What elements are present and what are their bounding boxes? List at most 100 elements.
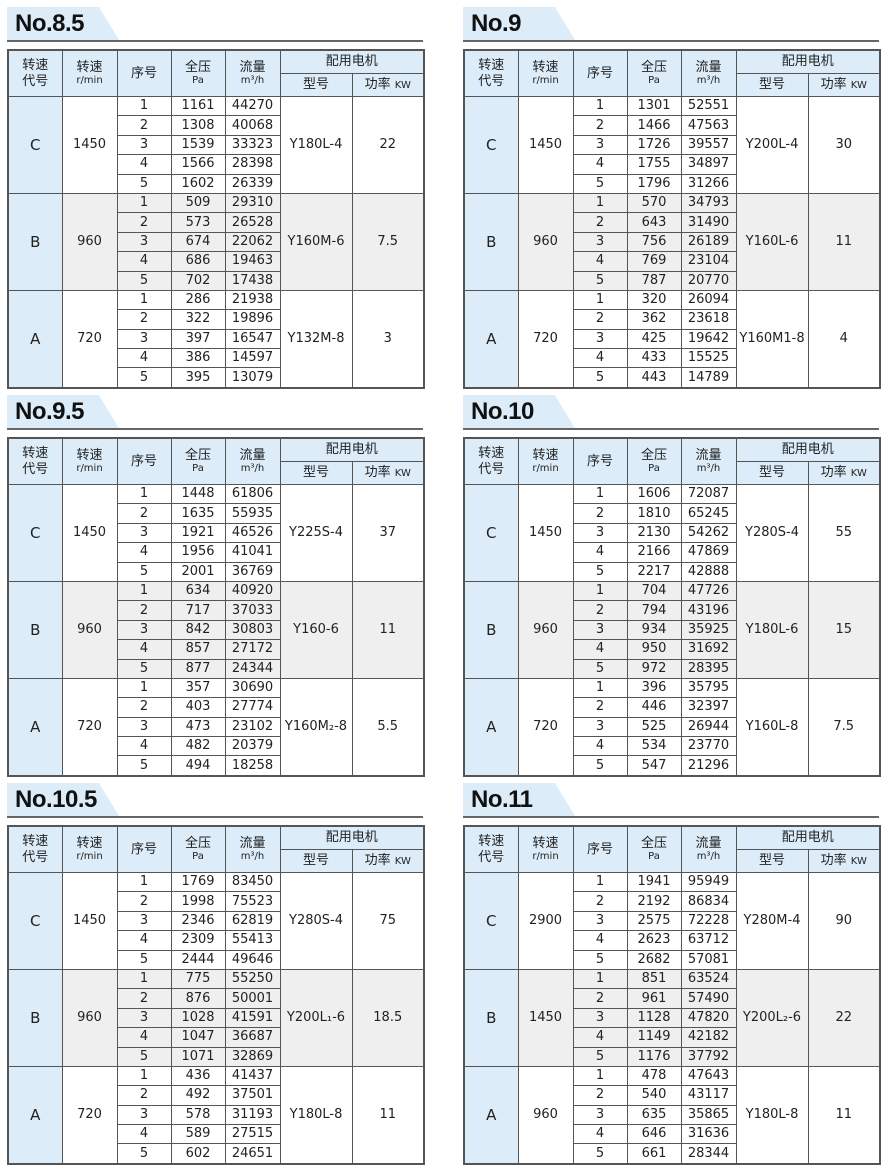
speed-cell: 720 bbox=[61, 1065, 118, 1165]
pressure-cell: 589 bbox=[170, 1124, 226, 1145]
header-row: 转速代号 转速 r/min 序号 全压 Pa 流量 m³/h 配用电机 bbox=[463, 437, 881, 485]
flow-cell: 31692 bbox=[680, 639, 737, 660]
seq-cell: 4 bbox=[116, 1027, 172, 1048]
speed-cell: 720 bbox=[61, 677, 118, 777]
header-model: 型号 bbox=[735, 73, 809, 97]
table-row: 4 589 27515 bbox=[8, 1124, 424, 1145]
motor-model-cell: Y180L-4 bbox=[279, 96, 353, 194]
pressure-cell: 2309 bbox=[170, 930, 226, 951]
seq-cell: 2 bbox=[116, 115, 172, 136]
header-row: 转速代号 转速 r/min 序号 全压 Pa 流量 m³/h 配用电机 bbox=[463, 49, 881, 97]
header-seq: 序号 bbox=[572, 49, 628, 97]
seq-cell: 4 bbox=[572, 348, 628, 369]
table-row: 2 876 50001 bbox=[8, 988, 424, 1009]
flow-cell: 28344 bbox=[680, 1143, 737, 1165]
seq-cell: 4 bbox=[116, 154, 172, 175]
seq-cell: 4 bbox=[572, 639, 628, 660]
header-motor: 配用电机 bbox=[735, 437, 881, 462]
pressure-cell: 2346 bbox=[170, 910, 226, 932]
seq-cell: 1 bbox=[572, 192, 628, 214]
flow-cell: 27774 bbox=[224, 697, 281, 718]
header-power: 功率 KW bbox=[351, 461, 425, 485]
table-row: B 960 1 634 40920 Y160-6 11 bbox=[7, 580, 425, 679]
flow-cell: 24651 bbox=[224, 1143, 281, 1165]
header-row: 转速代号 转速 r/min 序号 全压 Pa 流量 m³/h 配用电机 bbox=[7, 437, 425, 485]
seq-cell: 1 bbox=[572, 677, 628, 699]
seq-cell: 3 bbox=[572, 910, 628, 932]
motor-power-cell: 7.5 bbox=[351, 192, 425, 291]
speed-code-cell: C bbox=[463, 872, 519, 970]
flow-cell: 31636 bbox=[680, 1124, 737, 1145]
header-seq: 序号 bbox=[572, 825, 628, 873]
motor-power-cell: 75 bbox=[351, 872, 425, 970]
speed-code-cell: A bbox=[463, 1065, 519, 1165]
pressure-cell: 1606 bbox=[626, 483, 682, 505]
flow-cell: 35865 bbox=[680, 1104, 737, 1126]
seq-cell: 3 bbox=[572, 716, 628, 738]
performance-panel: No.8.5 转速代号 转速 r/min 序号 全压 Pa 流量 m³/h 配用电机 … bbox=[7, 0, 426, 389]
flow-cell: 20379 bbox=[224, 736, 281, 757]
seq-cell: 5 bbox=[116, 270, 172, 291]
pressure-cell: 2217 bbox=[626, 561, 682, 582]
table-row: 4 1956 41041 bbox=[8, 542, 424, 563]
pressure-cell: 2001 bbox=[170, 561, 226, 582]
header-seq: 序号 bbox=[116, 825, 172, 873]
performance-table: 转速代号 转速 r/min 序号 全压 Pa 流量 m³/h 配用电机 型号 功率 K… bbox=[7, 825, 426, 1165]
seq-cell: 5 bbox=[572, 270, 628, 291]
header-row: 型号 功率 KW bbox=[8, 73, 425, 97]
title-tab-bg bbox=[463, 783, 575, 816]
motor-model-cell: Y180L-8 bbox=[735, 1065, 809, 1165]
flow-cell: 26094 bbox=[680, 289, 737, 311]
speed-code-cell: B bbox=[7, 580, 63, 679]
table-row: 2 573 26528 bbox=[8, 212, 424, 233]
divider bbox=[7, 40, 423, 42]
seq-cell: 3 bbox=[572, 134, 628, 156]
pressure-cell: 1176 bbox=[626, 1046, 682, 1067]
flow-cell: 16547 bbox=[224, 328, 281, 350]
flow-cell: 26528 bbox=[224, 212, 281, 233]
pressure-cell: 769 bbox=[626, 251, 682, 272]
flow-cell: 15525 bbox=[680, 348, 737, 369]
speed-cell: 960 bbox=[61, 580, 118, 679]
table-row: 2 403 27774 bbox=[8, 697, 424, 718]
speed-cell: 1450 bbox=[517, 96, 574, 194]
motor-power-cell: 90 bbox=[807, 872, 881, 970]
flow-cell: 35795 bbox=[680, 677, 737, 699]
flow-cell: 47869 bbox=[680, 542, 737, 563]
seq-cell: 4 bbox=[572, 251, 628, 272]
flow-cell: 42182 bbox=[680, 1027, 737, 1048]
header-speed: 转速 r/min bbox=[517, 825, 574, 873]
divider bbox=[7, 428, 423, 430]
pressure-cell: 1149 bbox=[626, 1027, 682, 1048]
seq-cell: 1 bbox=[116, 192, 172, 214]
speed-cell: 960 bbox=[61, 192, 118, 291]
header-speed: 转速 r/min bbox=[61, 437, 118, 485]
performance-panel: No.11 转速代号 转速 r/min 序号 全压 Pa 流量 m³/h 配用电机 型… bbox=[463, 776, 882, 1165]
motor-power-cell: 18.5 bbox=[351, 968, 425, 1067]
flow-cell: 57081 bbox=[680, 949, 737, 970]
table-row: A 960 1 478 47643 Y180L-8 11 bbox=[463, 1065, 881, 1165]
table-row: 4 1047 36687 bbox=[8, 1027, 424, 1048]
table-row: A 720 1 436 41437 Y180L-8 11 bbox=[7, 1065, 425, 1165]
pressure-cell: 756 bbox=[626, 231, 682, 253]
header-model: 型号 bbox=[735, 849, 809, 873]
pressure-cell: 851 bbox=[626, 968, 682, 990]
table-row: 3 1539 33323 bbox=[8, 134, 424, 156]
speed-cell: 720 bbox=[61, 289, 118, 389]
header-speed-code: 转速代号 bbox=[7, 825, 63, 873]
pressure-cell: 972 bbox=[626, 658, 682, 679]
header-motor: 配用电机 bbox=[735, 825, 881, 850]
table-row: 2 1998 75523 bbox=[8, 891, 424, 912]
seq-cell: 3 bbox=[116, 522, 172, 544]
seq-cell: 1 bbox=[116, 95, 172, 117]
table-row: 3 1128 47820 bbox=[464, 1007, 880, 1029]
table-row: 2 362 23618 bbox=[464, 309, 880, 330]
table-row: 5 972 28395 bbox=[464, 658, 880, 679]
pressure-cell: 396 bbox=[626, 677, 682, 699]
speed-code-cell: C bbox=[463, 96, 519, 194]
table-row: 5 2444 49646 bbox=[8, 949, 424, 970]
seq-cell: 5 bbox=[116, 561, 172, 582]
seq-cell: 5 bbox=[116, 755, 172, 777]
seq-cell: 2 bbox=[116, 600, 172, 621]
table-row: B 960 1 570 34793 Y160L-6 11 bbox=[463, 192, 881, 291]
